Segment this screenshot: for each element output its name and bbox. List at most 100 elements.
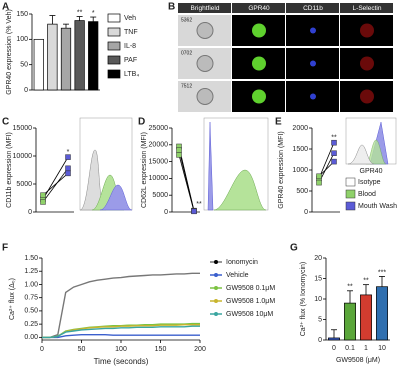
cell: [360, 56, 374, 71]
inset-d: [203, 117, 269, 211]
column-header-bg: [178, 3, 231, 13]
column-header-bg: [286, 3, 339, 13]
significance: **: [331, 135, 337, 142]
point: [40, 199, 46, 205]
cell: [310, 60, 316, 67]
y-axis-label: Ca²⁺ flux (% Ionomycin): [300, 262, 307, 337]
point: [316, 173, 322, 180]
series-line: [42, 325, 200, 339]
x-tick-label: 150: [155, 346, 167, 353]
bar: [88, 21, 99, 91]
x-tick-label: 200: [194, 346, 206, 353]
y-axis-label: CD11b expression (MFI): [6, 132, 13, 208]
y-tick-label: 25000: [149, 125, 169, 132]
point: [331, 150, 337, 156]
y-tick-label: 500: [296, 188, 308, 195]
x-tick-label: 10: [378, 345, 386, 352]
legend-label: Veh: [124, 15, 136, 22]
pair-line: [42, 168, 69, 203]
bar: [33, 38, 44, 91]
column-header: CD11b: [303, 5, 323, 12]
y-tick-label: 0.75: [24, 295, 38, 302]
inset-e: [345, 117, 397, 165]
y-tick-label: 0.25: [24, 321, 38, 328]
x-tick-label: 1: [364, 345, 368, 352]
y-tick-label: 0: [164, 209, 168, 216]
legend-label: GW9508 10μM: [226, 311, 273, 318]
legend-label: Mouth Wash: [358, 203, 397, 210]
y-tick-label: 5000: [16, 181, 32, 188]
point: [65, 165, 71, 172]
legend-marker: [214, 273, 218, 277]
x-tick-label: 0.1: [345, 345, 355, 352]
row-label: 0702: [181, 50, 192, 56]
pair-line: [42, 156, 69, 200]
legend-swatch: [107, 55, 121, 65]
pair-line: [318, 142, 335, 179]
point: [40, 192, 46, 198]
y-tick-label: 1500: [292, 146, 308, 153]
legend-marker: [214, 299, 218, 303]
y-tick-label: 20000: [149, 142, 169, 149]
y-tick-label: 1.25: [24, 268, 38, 275]
series-line: [42, 272, 200, 339]
image-grid: Brightfield GPR40 CD11b L-Selectin 5362 0702 7…: [178, 3, 393, 112]
panel-letter: A: [2, 2, 9, 13]
point: [331, 139, 337, 146]
legend-label: Vehicle: [226, 272, 249, 279]
point: [65, 170, 71, 177]
cell: [252, 56, 266, 71]
column-header: L-Selectin: [353, 5, 382, 12]
y-tick-label: 1.50: [24, 255, 38, 262]
legend-label: Isotype: [358, 179, 381, 186]
legend-marker: [214, 312, 218, 316]
y-axis-label: GPR40 expression (% Veh): [6, 9, 13, 95]
y-tick-label: 0: [24, 87, 28, 94]
legend-swatch: [345, 177, 356, 187]
bar: [74, 20, 85, 91]
significance: *: [92, 10, 95, 17]
series-line: [42, 334, 200, 339]
cell: [310, 27, 316, 34]
row-label: 7512: [181, 83, 192, 89]
legend-label: Ionomycin: [226, 259, 258, 266]
cell: [360, 89, 374, 104]
y-tick-label: 10: [314, 296, 322, 303]
y-tick-label: 50: [20, 62, 28, 69]
legend-swatch: [107, 41, 121, 51]
y-axis-label: GPR40 expression (MFI): [278, 131, 285, 208]
point: [316, 179, 322, 186]
series-line: [42, 324, 200, 339]
row-label: 5362: [181, 17, 192, 23]
point: [176, 147, 182, 153]
cell: [360, 23, 374, 38]
x-axis-label: Time (seconds): [94, 357, 149, 366]
legend-marker: [214, 286, 218, 290]
y-tick-label: 150: [16, 11, 28, 18]
legend-label: GW9508 1.0μM: [226, 298, 275, 305]
bar: [47, 23, 58, 91]
y-tick-label: 10000: [149, 175, 169, 182]
panel-letter: C: [2, 117, 9, 128]
y-tick-label: 0.00: [24, 334, 38, 341]
bar: [360, 294, 372, 341]
panel-letter: F: [2, 243, 8, 254]
x-tick-label: 0: [40, 346, 44, 353]
y-tick-label: 0: [28, 209, 32, 216]
cell: [252, 89, 266, 104]
y-tick-label: 0: [318, 337, 322, 344]
y-tick-label: 1.00: [24, 281, 38, 288]
point: [65, 154, 71, 160]
column-header-bg: [340, 3, 393, 13]
panel-letter: E: [275, 117, 282, 128]
y-tick-label: 10000: [13, 153, 33, 160]
significance: *: [67, 149, 70, 156]
y-axis-label: Ca²⁺ flux (Δ₀): [9, 278, 16, 320]
inset-c: [79, 117, 133, 211]
pair-line: [178, 154, 195, 212]
y-tick-label: 20: [314, 255, 322, 262]
y-tick-label: 100: [16, 36, 28, 43]
x-axis-label: GW9508 (μM): [336, 357, 380, 364]
panel-letter: D: [138, 117, 145, 128]
